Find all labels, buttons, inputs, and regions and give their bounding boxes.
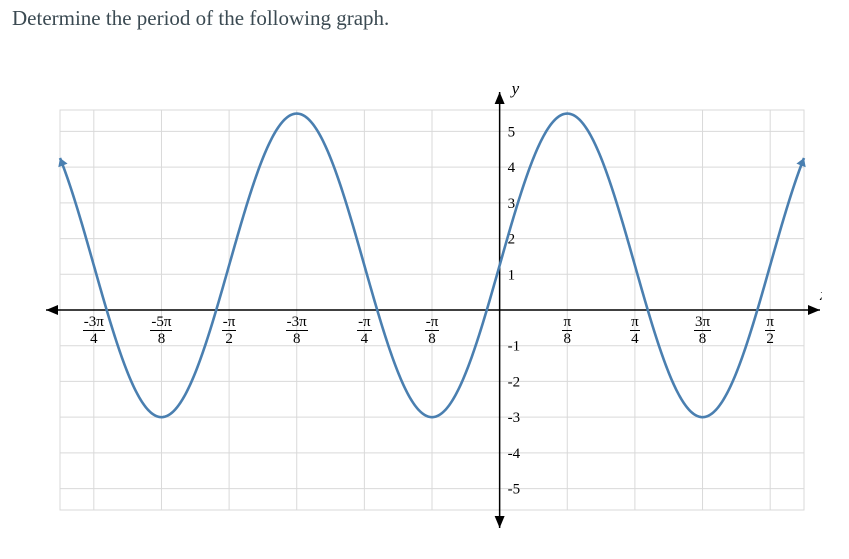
x-axis-label: x xyxy=(819,285,822,304)
x-tick-label: -π4 xyxy=(346,315,382,347)
y-tick-label: -1 xyxy=(508,339,521,355)
y-tick-label: -3 xyxy=(508,410,521,426)
x-tick-label: -3π4 xyxy=(76,315,112,347)
question-prompt: Determine the period of the following gr… xyxy=(12,6,389,31)
x-tick-label: -π8 xyxy=(414,315,450,347)
x-tick-label: π8 xyxy=(549,315,585,347)
y-tick-label: 3 xyxy=(508,196,516,212)
y-tick-label: 5 xyxy=(508,124,516,140)
y-tick-label: 4 xyxy=(508,160,516,176)
y-tick-label: -4 xyxy=(508,446,521,462)
x-tick-label: -π2 xyxy=(211,315,247,347)
y-tick-label: -2 xyxy=(508,374,521,390)
chart-svg: yx54321-1-2-3-4-5-3π4-5π8-π2-3π8-π4-π8π8… xyxy=(42,80,822,540)
graph: yx54321-1-2-3-4-5-3π4-5π8-π2-3π8-π4-π8π8… xyxy=(42,80,822,540)
x-tick-label: π2 xyxy=(752,315,788,347)
y-axis-label: y xyxy=(510,80,520,98)
y-tick-label: 1 xyxy=(508,267,516,283)
x-tick-label: 3π8 xyxy=(685,315,721,347)
x-tick-label: π4 xyxy=(617,315,653,347)
x-tick-label: -3π8 xyxy=(279,315,315,347)
page: { "prompt": "Determine the period of the… xyxy=(0,0,849,559)
x-tick-label: -5π8 xyxy=(143,315,179,347)
y-tick-label: -5 xyxy=(508,482,521,498)
